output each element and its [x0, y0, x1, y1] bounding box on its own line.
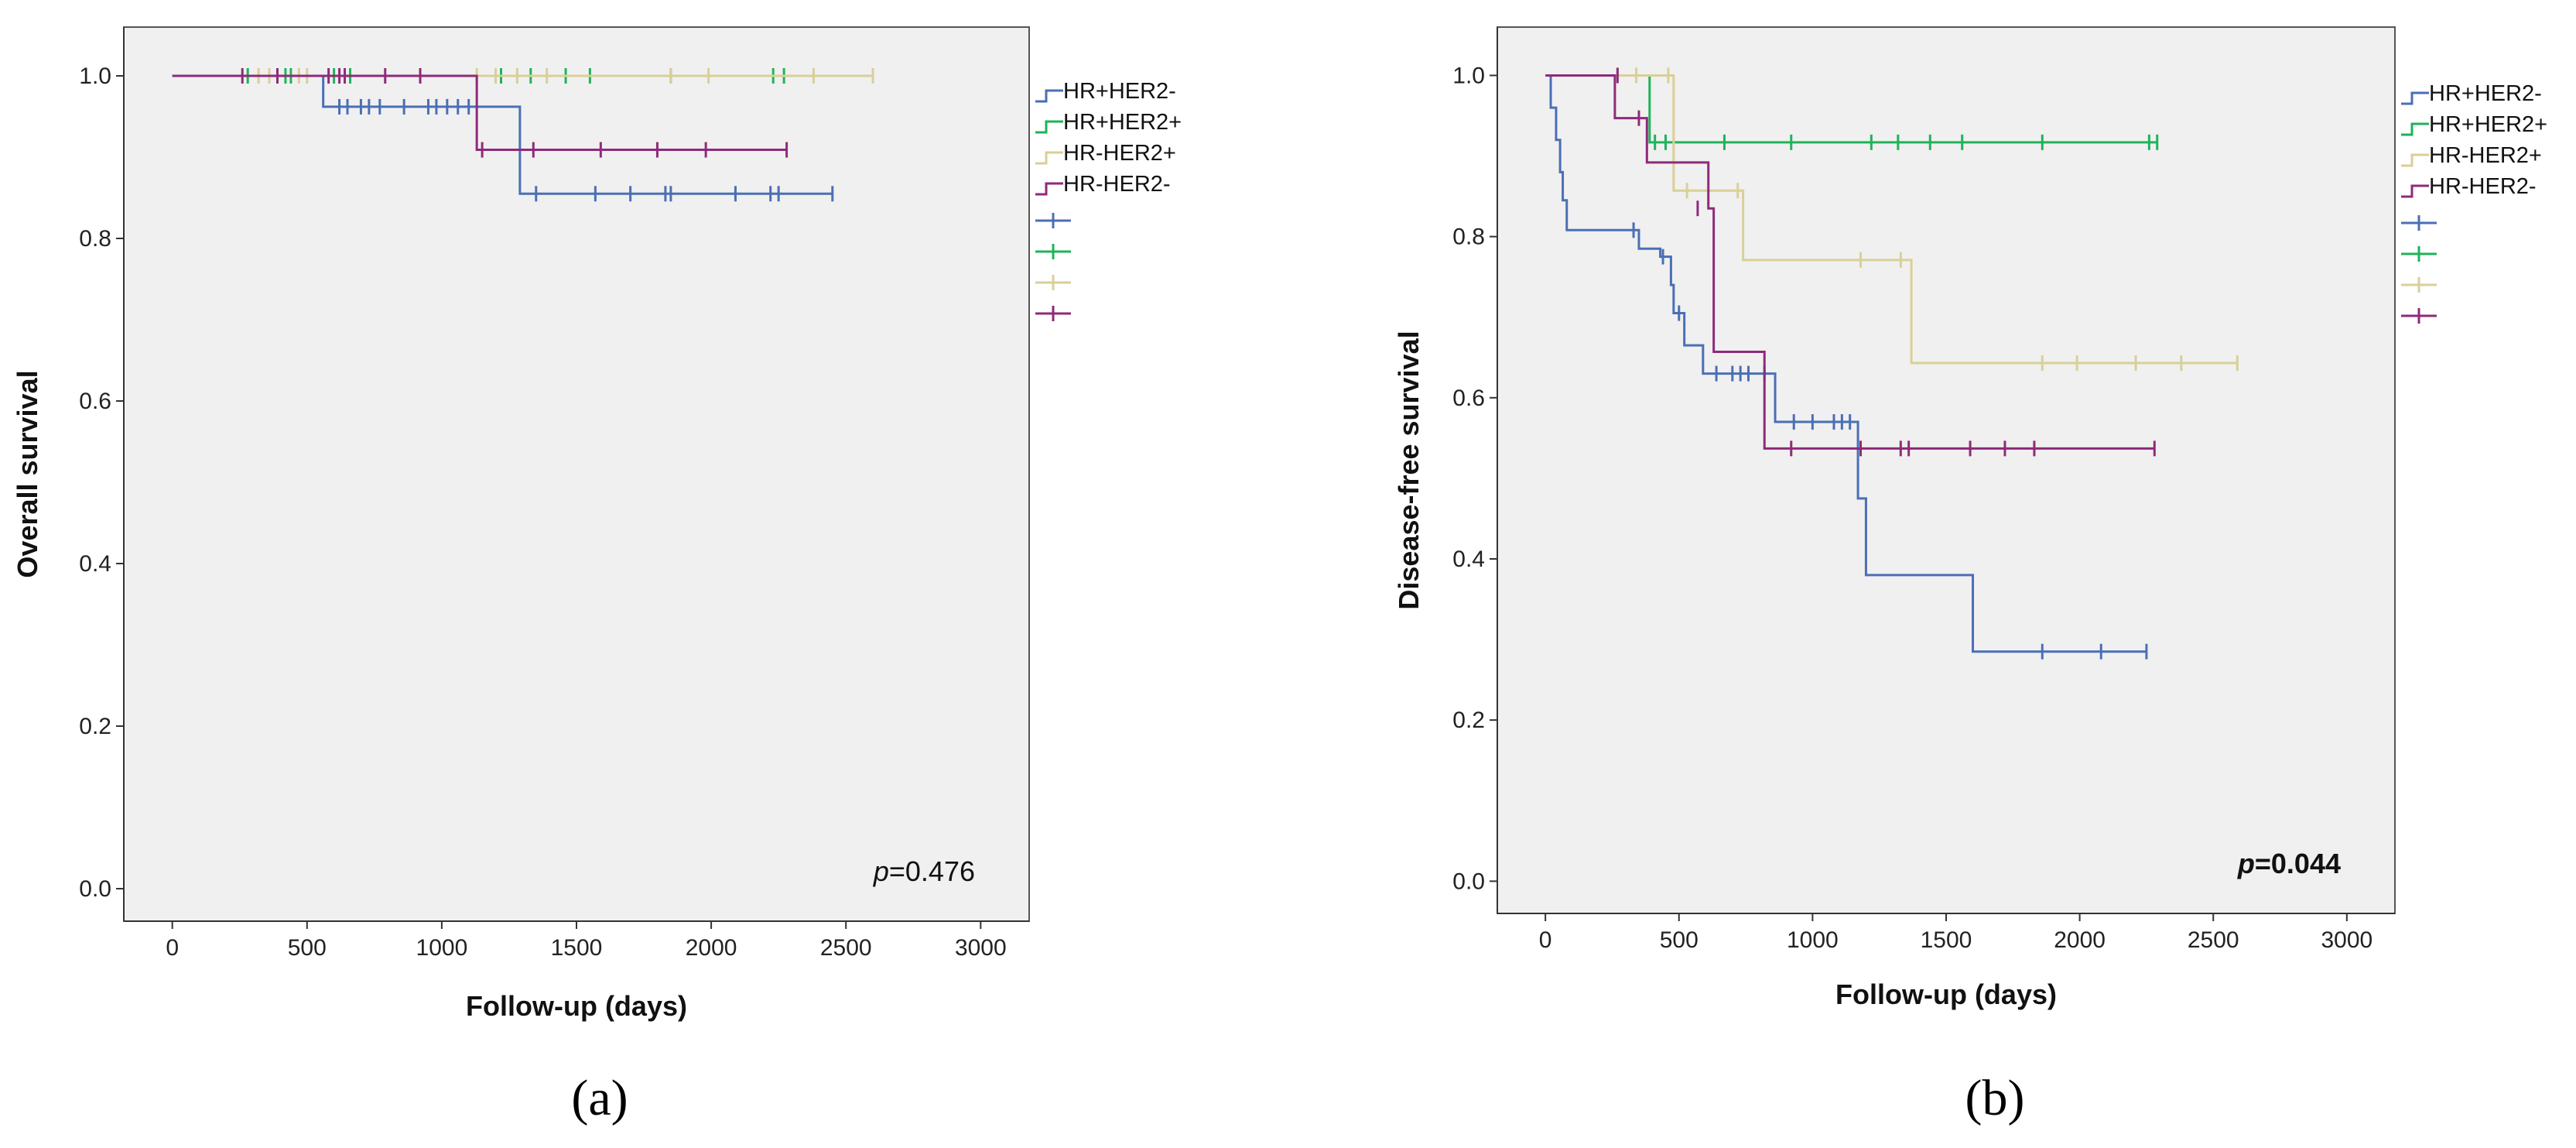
p-value: p=0.476: [873, 855, 975, 887]
panel-label: (a): [571, 1070, 628, 1126]
legend-line-icon: [2401, 153, 2429, 167]
survival-curve: [1545, 74, 2147, 653]
x-tick-label: 2000: [2054, 927, 2106, 953]
legend-label: HR+HER2-: [2429, 81, 2542, 106]
legend-label: HR+HER2+: [2429, 112, 2547, 137]
x-tick-label: 2500: [820, 935, 872, 961]
x-tick-label: 1000: [1787, 927, 1839, 953]
series-HR-HER2+: [1545, 67, 2239, 372]
y-tick-label: 0.2: [79, 714, 111, 739]
x-tick-label: 2000: [686, 935, 737, 961]
y-axis-title: Overall survival: [12, 370, 43, 577]
survival-curve: [172, 74, 787, 152]
legend-line-icon: [2401, 122, 2429, 136]
x-tick-label: 1500: [551, 935, 603, 961]
x-axis-title: Follow-up (days): [466, 990, 687, 1022]
x-tick-label: 500: [288, 935, 327, 961]
legend-label: HR-HER2+: [1063, 141, 1176, 166]
survival-curve: [1545, 74, 2155, 450]
legend-label: HR-HER2-: [2429, 174, 2537, 199]
y-axis-title: Disease-free survival: [1393, 331, 1425, 609]
legend-line-icon: [1035, 120, 1063, 134]
legend-line-icon: [1035, 182, 1063, 196]
x-tick-label: 0: [166, 935, 179, 961]
legend-label: HR+HER2-: [1063, 79, 1176, 104]
series-HR-HER2-: [1545, 67, 2156, 457]
x-axis-title: Follow-up (days): [1835, 978, 2057, 1010]
survival-curve: [1545, 74, 2238, 365]
legend-line-icon: [1035, 89, 1063, 103]
legend-label: HR+HER2+: [1063, 110, 1182, 135]
panel-label: (b): [1965, 1070, 2025, 1126]
y-tick-label: 0.2: [1452, 708, 1485, 733]
y-tick-label: 0.8: [1452, 224, 1485, 250]
y-tick-label: 0.0: [79, 876, 111, 902]
y-tick-label: 0.6: [79, 389, 111, 414]
panel-a: 0.0 0.2 0.4 0.6 0.8 1.0 0 500 1000 1500 2000 2500 30…: [12, 26, 1182, 1126]
series-HR+HER2-: [1545, 74, 2148, 660]
x-tick-label: 500: [1660, 927, 1699, 953]
p-value-symbol: p: [2237, 848, 2255, 879]
y-tick-label: 1.0: [79, 63, 111, 89]
x-tick-label: 0: [1539, 927, 1552, 953]
x-tick-label: 3000: [2321, 927, 2372, 953]
y-tick-label: 1.0: [1452, 63, 1485, 88]
x-tick-label: 1000: [416, 935, 468, 961]
legend-label: HR-HER2-: [1063, 172, 1171, 197]
x-tick-label: 3000: [955, 935, 1007, 961]
y-tick-label: 0.4: [79, 551, 111, 577]
panel-b: 0.0 0.2 0.4 0.6 0.8 1.0 0 500 1000 1500 2000 2500 30…: [1393, 26, 2547, 1126]
y-tick-label: 0.6: [1452, 386, 1485, 411]
legend-line-icon: [1035, 151, 1063, 165]
y-tick-label: 0.8: [79, 226, 111, 252]
x-tick-label: 1500: [1921, 927, 1972, 953]
legend-line-icon: [2401, 91, 2429, 105]
p-value-number: =0.044: [2255, 848, 2341, 879]
y-tick-label: 0.0: [1452, 869, 1485, 894]
p-value-symbol: p: [873, 855, 889, 887]
legend: HR+HER2- HR+HER2+ HR-HER2+ HR-HER2-: [2401, 81, 2547, 324]
legend-line-icon: [2401, 184, 2429, 198]
p-value: p=0.044: [2237, 848, 2341, 879]
legend-label: HR-HER2+: [2429, 143, 2542, 168]
plot-area: [123, 26, 1030, 922]
series-HR-HER2-: [172, 68, 789, 158]
legend: HR+HER2- HR+HER2+ HR-HER2+ HR-HER2-: [1035, 79, 1182, 321]
plot-area: [1497, 26, 2396, 914]
p-value-number: =0.476: [889, 855, 975, 887]
y-tick-label: 0.4: [1452, 547, 1485, 572]
x-tick-label: 2500: [2188, 927, 2239, 953]
